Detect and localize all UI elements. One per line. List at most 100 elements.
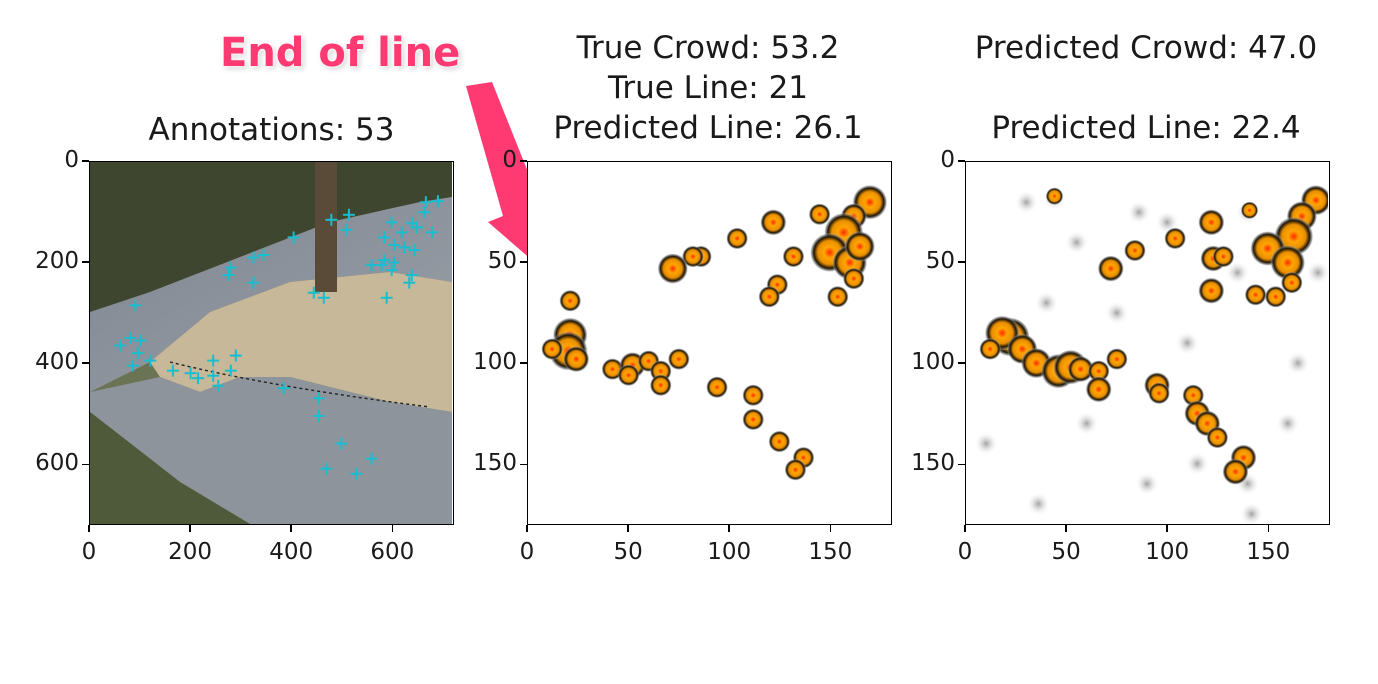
x-tick-mark [88,525,90,532]
x-tick-mark [1166,525,1168,532]
x-tick-label: 150 [808,539,853,565]
density-blob [563,345,590,373]
heatmap-noise [1026,491,1051,516]
y-tick-mark [520,160,527,162]
annotation-marker [378,231,391,244]
heatmap-noise [1275,411,1300,436]
annotation-marker [395,226,408,239]
heatmap-noise [1185,451,1210,476]
photo-rope-line [169,361,431,408]
annotation-marker [166,364,179,377]
x-tick-label: 0 [957,539,973,565]
density-blob [1045,187,1064,205]
annotated-image [90,162,452,524]
panel-1-title-line: Annotations: 53 [148,112,395,148]
density-blob [1222,458,1249,485]
y-tick-label: 100 [473,349,517,376]
density-blob [541,338,564,361]
panel-2-title: True Crowd: 53.2 True Line: 21 Predicted… [480,28,936,148]
y-tick-mark [520,362,527,364]
y-tick-mark [82,261,89,263]
density-blob [760,209,787,236]
y-tick-mark [520,261,527,263]
annotation-marker [131,347,144,360]
density-blob [1212,245,1235,268]
density-blob [784,458,807,481]
y-tick-mark [82,160,89,162]
annotation-marker [388,256,401,269]
annotation-marker [398,241,411,254]
panel-3-title: Predicted Crowd: 47.0 Predicted Line: 22… [920,28,1372,148]
y-tick-label: 50 [925,248,955,275]
y-tick-mark [82,362,89,364]
annotation-marker [247,276,260,289]
density-blob [742,384,765,407]
density-blob [1198,277,1225,304]
x-tick-label: 200 [168,539,213,565]
x-tick-mark [1065,525,1067,532]
density-blob [1280,271,1303,294]
y-tick-label: 400 [35,349,79,376]
x-tick-mark [964,525,966,532]
y-tick-label: 50 [487,248,517,275]
x-tick-mark [526,525,528,532]
density-blob [681,245,704,268]
heatmap-noise [1225,260,1250,285]
true-density-heatmap [528,162,890,524]
panel-3-title-line-2 [920,68,1372,108]
panel-3-title-line-3: Predicted Line: 22.4 [991,110,1301,146]
annotation-marker [224,364,237,377]
heatmap-noise [974,431,999,456]
density-blob [1244,283,1267,306]
x-tick-label: 50 [1051,539,1081,565]
x-tick-label: 100 [707,539,752,565]
density-blob [1087,360,1110,383]
annotation-marker [312,409,325,422]
annotation-marker [320,462,333,475]
annotation-marker [229,349,242,362]
y-tick-mark [958,362,965,364]
y-tick-label: 100 [911,349,955,376]
annotation-marker [380,291,393,304]
y-tick-mark [82,463,89,466]
annotation-marker [184,367,197,380]
density-blob [1105,348,1128,371]
photo-walkway [90,377,452,524]
annotation-marker [317,291,330,304]
photo-bushes [90,412,250,524]
x-tick-mark [290,525,292,532]
x-tick-label: 0 [81,539,97,565]
annotation-marker [325,213,338,226]
panel-2-title-line-2: True Line: 21 [607,70,809,106]
photo-sand-area [150,272,452,412]
annotation-marker [222,269,235,282]
heatmap-noise [1014,190,1039,215]
x-tick-mark [829,525,832,532]
annotation-marker [247,251,260,264]
annotation-marker [385,216,398,229]
annotation-marker [418,206,431,219]
panel-2-title-line-3: Predicted Line: 26.1 [553,110,863,146]
annotation-marker [350,467,363,480]
panel-2-plot [527,161,892,525]
panel-3-plot [965,161,1330,525]
density-blob [844,231,876,262]
annotation-marker [224,261,237,274]
panel-2-title-line-1: True Crowd: 53.2 [576,30,840,66]
annotation-marker [307,286,320,299]
panel-1-plot [89,161,454,525]
x-tick-mark [1267,525,1270,532]
density-blob [1067,355,1094,383]
y-tick-label: 0 [64,147,79,173]
annotation-marker [335,437,348,450]
annotation-marker [126,359,139,372]
x-tick-mark [627,525,629,532]
x-tick-label: 600 [370,539,415,565]
density-blob [649,374,672,397]
annotation-marker [129,299,142,312]
y-tick-label: 0 [940,147,955,173]
heatmap-noise [1064,230,1089,255]
density-blob [1240,201,1259,220]
annotation-marker [405,269,418,282]
y-tick-mark [520,463,527,466]
